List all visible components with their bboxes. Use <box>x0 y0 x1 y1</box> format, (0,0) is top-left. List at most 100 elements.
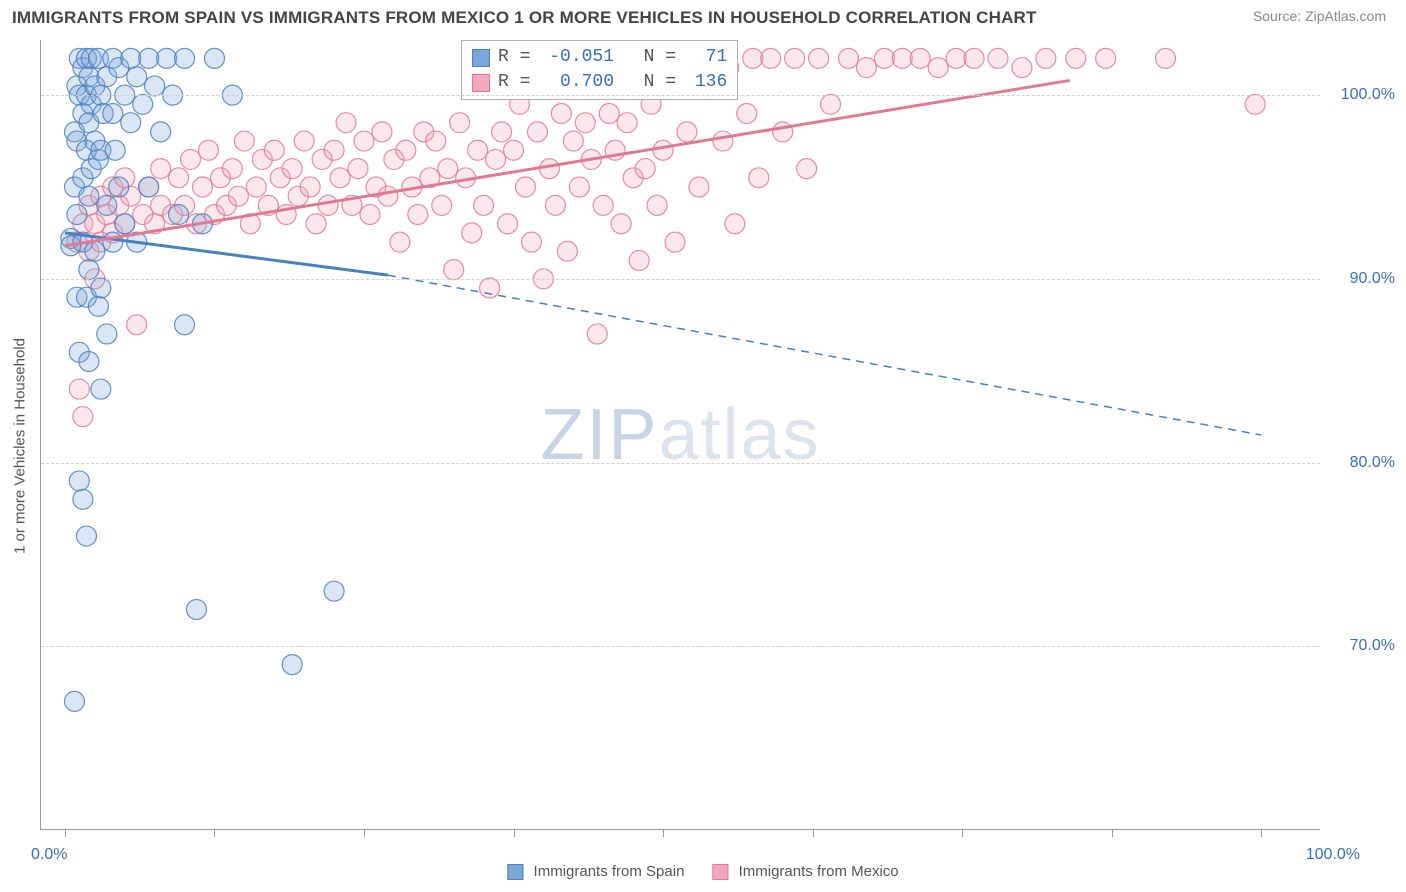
data-point <box>294 131 314 151</box>
regression-line <box>388 275 1261 435</box>
data-point <box>611 214 631 234</box>
data-point <box>492 122 512 142</box>
data-point <box>504 140 524 160</box>
data-point <box>557 241 577 261</box>
data-point <box>946 48 966 68</box>
data-point <box>69 471 89 491</box>
y-tick-label: 80.0% <box>1350 454 1395 472</box>
data-point <box>432 195 452 215</box>
data-point <box>575 113 595 133</box>
chart-title: IMMIGRANTS FROM SPAIN VS IMMIGRANTS FROM… <box>12 8 1037 28</box>
data-point <box>988 48 1008 68</box>
data-point <box>749 168 769 188</box>
data-point <box>438 159 458 179</box>
data-point <box>1066 48 1086 68</box>
data-point <box>79 352 99 372</box>
legend-swatch-mexico <box>712 864 728 880</box>
data-point <box>665 232 685 252</box>
data-point <box>390 232 410 252</box>
data-point <box>282 159 302 179</box>
data-point <box>67 205 87 225</box>
data-point <box>761 48 781 68</box>
data-point <box>133 94 153 114</box>
legend-label-spain: Immigrants from Spain <box>534 863 685 880</box>
data-point <box>785 48 805 68</box>
x-tick-max: 100.0% <box>1306 846 1360 864</box>
data-point <box>73 407 93 427</box>
data-point <box>151 159 171 179</box>
data-point <box>192 177 212 197</box>
data-point <box>127 315 147 335</box>
data-point <box>103 232 123 252</box>
data-point <box>444 260 464 280</box>
data-point <box>474 195 494 215</box>
data-point <box>450 113 470 133</box>
data-point <box>587 324 607 344</box>
data-point <box>545 195 565 215</box>
data-point <box>139 177 159 197</box>
data-point <box>838 48 858 68</box>
stats-swatch <box>472 49 490 67</box>
data-point <box>282 655 302 675</box>
data-point <box>97 195 117 215</box>
data-point <box>121 48 141 68</box>
x-tick <box>813 829 814 837</box>
data-point <box>856 58 876 78</box>
data-point <box>175 48 195 68</box>
data-point <box>348 159 368 179</box>
data-point <box>169 168 189 188</box>
data-point <box>127 67 147 87</box>
data-point <box>378 186 398 206</box>
data-point <box>713 131 733 151</box>
data-point <box>874 48 894 68</box>
bottom-legend: Immigrants from Spain Immigrants from Me… <box>507 863 898 880</box>
x-tick <box>364 829 365 837</box>
plot-area: ZIPatlas R = -0.051 N = 71R = 0.700 N = … <box>40 40 1320 830</box>
data-point <box>408 205 428 225</box>
data-point <box>743 48 763 68</box>
y-axis-label: 1 or more Vehicles in Household <box>12 338 29 554</box>
data-point <box>677 122 697 142</box>
data-point <box>773 122 793 142</box>
data-point <box>103 103 123 123</box>
data-point <box>527 122 547 142</box>
x-tick <box>663 829 664 837</box>
y-tick-label: 90.0% <box>1350 270 1395 288</box>
data-point <box>145 76 165 96</box>
data-point <box>653 140 673 160</box>
data-point <box>1036 48 1056 68</box>
legend-label-mexico: Immigrants from Mexico <box>739 863 899 880</box>
x-tick <box>514 829 515 837</box>
data-point <box>821 94 841 114</box>
data-point <box>354 131 374 151</box>
legend-item-mexico: Immigrants from Mexico <box>712 863 898 880</box>
data-point <box>88 296 108 316</box>
data-point <box>593 195 613 215</box>
data-point <box>306 214 326 234</box>
data-point <box>569 177 589 197</box>
data-point <box>91 278 111 298</box>
gridline <box>41 279 1320 280</box>
y-tick-label: 100.0% <box>1341 86 1395 104</box>
data-point <box>1245 94 1265 114</box>
data-point <box>76 526 96 546</box>
data-point <box>300 177 320 197</box>
data-point <box>563 131 583 151</box>
data-point <box>151 122 171 142</box>
data-point <box>892 48 912 68</box>
data-point <box>1155 48 1175 68</box>
data-point <box>426 131 446 151</box>
data-point <box>324 140 344 160</box>
scatter-svg <box>41 40 1320 829</box>
data-point <box>1096 48 1116 68</box>
data-point <box>360 205 380 225</box>
data-point <box>324 581 344 601</box>
x-tick-min: 0.0% <box>31 846 67 864</box>
data-point <box>175 315 195 335</box>
data-point <box>809 48 829 68</box>
data-point <box>617 113 637 133</box>
data-point <box>480 278 500 298</box>
data-point <box>264 140 284 160</box>
data-point <box>97 324 117 344</box>
gridline <box>41 463 1320 464</box>
